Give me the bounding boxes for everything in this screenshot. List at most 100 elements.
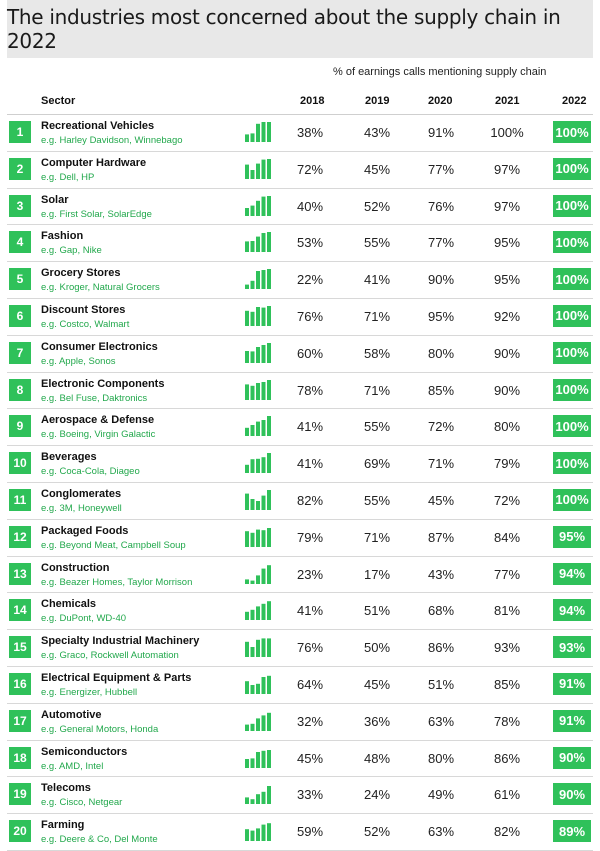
sector-examples: e.g. DuPont, WD-40	[41, 613, 127, 625]
value-2020: 90%	[427, 272, 455, 288]
sparkline-bar	[256, 382, 260, 400]
header-2018: 2018	[300, 95, 325, 107]
value-2021: 78%	[493, 713, 521, 729]
sector-name: Solar	[41, 193, 69, 206]
sparkline	[245, 601, 271, 621]
value-2020: 87%	[427, 529, 455, 545]
value-2021: 90%	[493, 345, 521, 361]
value-2018: 33%	[296, 787, 324, 803]
sparkline	[245, 489, 271, 510]
header-2021: 2021	[495, 95, 520, 107]
table-row: 10 Beverages e.g. Coca-Cola, Diageo 41% 69% 7…	[7, 446, 593, 483]
sparkline-bar	[267, 749, 271, 768]
sparkline-bar	[261, 270, 266, 290]
value-2019: 43%	[363, 125, 391, 140]
sparkline-bar	[256, 271, 260, 290]
value-2020: 76%	[427, 198, 455, 214]
value-2021: 72%	[493, 492, 521, 508]
sparkline	[245, 269, 271, 290]
header-2020: 2020	[428, 95, 453, 107]
sparkline	[245, 823, 271, 842]
sector-name: Aerospace & Defense	[41, 414, 155, 427]
sparkline-bar	[245, 207, 249, 216]
value-2019: 45%	[363, 676, 391, 692]
rank-badge: 17	[9, 709, 31, 732]
sector-name: Telecoms	[41, 782, 91, 795]
header-2022: 2022	[562, 95, 587, 107]
sector-examples: e.g. Dell, HP	[41, 171, 95, 183]
sparkline-bar	[250, 425, 255, 437]
value-2021: 93%	[493, 640, 521, 656]
value-2018: 60%	[296, 345, 324, 361]
sparkline-bar	[256, 346, 260, 363]
value-2019: 69%	[363, 456, 391, 472]
sparkline	[245, 342, 271, 363]
header-sector: Sector	[41, 95, 76, 107]
value-2021: 90%	[493, 382, 521, 398]
table-row: 6 Discount Stores e.g. Costco, Walmart 76% 7…	[7, 299, 593, 336]
sparkline-bar	[267, 195, 271, 216]
sparkline-bar	[250, 532, 255, 547]
value-2021: 61%	[493, 787, 521, 803]
table-row: 5 Grocery Stores e.g. Kroger, Natural Groc…	[7, 262, 593, 299]
sparkline-bar	[250, 610, 255, 621]
sparkline-bar	[267, 712, 271, 731]
rank-badge: 4	[9, 231, 31, 254]
sparkline-bar	[267, 232, 271, 253]
value-2018: 76%	[296, 640, 324, 656]
chart-title: The industries most concerned about the …	[7, 5, 561, 53]
sparkline-bar	[256, 421, 260, 437]
rank-badge: 1	[9, 121, 31, 143]
sparkline-bar	[256, 574, 260, 584]
sector-examples: e.g. Deere & Co, Del Monte	[41, 834, 158, 846]
sparkline	[245, 675, 271, 694]
sparkline-bar	[245, 758, 249, 768]
value-2020: 63%	[427, 824, 455, 840]
sparkline-bar	[267, 269, 271, 290]
sparkline-bar	[267, 564, 271, 584]
table-row: 3 Solar e.g. First Solar, SolarEdge 40% 52% 7…	[7, 189, 593, 226]
sparkline-bar	[261, 420, 266, 437]
value-2019: 58%	[363, 345, 391, 361]
sparkline-bar	[261, 196, 266, 216]
value-2022-badge: 90%	[553, 746, 591, 769]
sparkline-bar	[256, 718, 260, 731]
rank-badge: 2	[9, 157, 31, 180]
rank-badge: 19	[9, 783, 31, 806]
value-2019: 55%	[363, 419, 391, 435]
sparkline-bar	[250, 133, 255, 142]
table-row: 11 Conglomerates e.g. 3M, Honeywell 82% 55% 4…	[7, 483, 593, 520]
table-row: 12 Packaged Foods e.g. Beyond Meat, Campbe…	[7, 520, 593, 557]
title-bar: The industries most concerned about the …	[7, 0, 593, 58]
sparkline-bar	[267, 489, 271, 510]
sparkline-bar	[267, 342, 271, 363]
rank-badge: 13	[9, 562, 31, 585]
table-row: 19 Telecoms e.g. Cisco, Netgear 33% 24% 49% 61…	[7, 777, 593, 815]
value-2019: 51%	[363, 603, 391, 619]
value-2019: 52%	[363, 198, 391, 214]
rank-badge: 20	[9, 820, 31, 843]
sparkline-bar	[250, 351, 255, 363]
value-2022-badge: 100%	[553, 378, 591, 401]
sector-examples: e.g. First Solar, SolarEdge	[41, 208, 152, 220]
value-2022-badge: 91%	[553, 709, 591, 732]
sparkline-bar	[267, 638, 271, 658]
table-row: 7 Consumer Electronics e.g. Apple, Sonos 60…	[7, 336, 593, 373]
rank-badge: 9	[9, 415, 31, 438]
sparkline-bar	[256, 683, 260, 694]
table-row: 14 Chemicals e.g. DuPont, WD-40 41% 51% 68% 81…	[7, 593, 593, 631]
rank-badge: 10	[9, 452, 31, 475]
value-2018: 41%	[296, 456, 324, 472]
sparkline-bar	[267, 122, 271, 142]
value-2021: 97%	[493, 161, 521, 177]
value-2022-badge: 100%	[553, 452, 591, 475]
sparkline-bar	[250, 498, 255, 510]
value-2020: 77%	[427, 161, 455, 177]
sparkline-bar	[250, 799, 255, 805]
value-2019: 52%	[363, 824, 391, 840]
value-2018: 79%	[296, 529, 324, 545]
sector-name: Recreational Vehicles	[41, 120, 155, 132]
sparkline	[245, 195, 271, 216]
sector-examples: e.g. Kroger, Natural Grocers	[41, 282, 160, 294]
value-2018: 38%	[296, 125, 324, 140]
